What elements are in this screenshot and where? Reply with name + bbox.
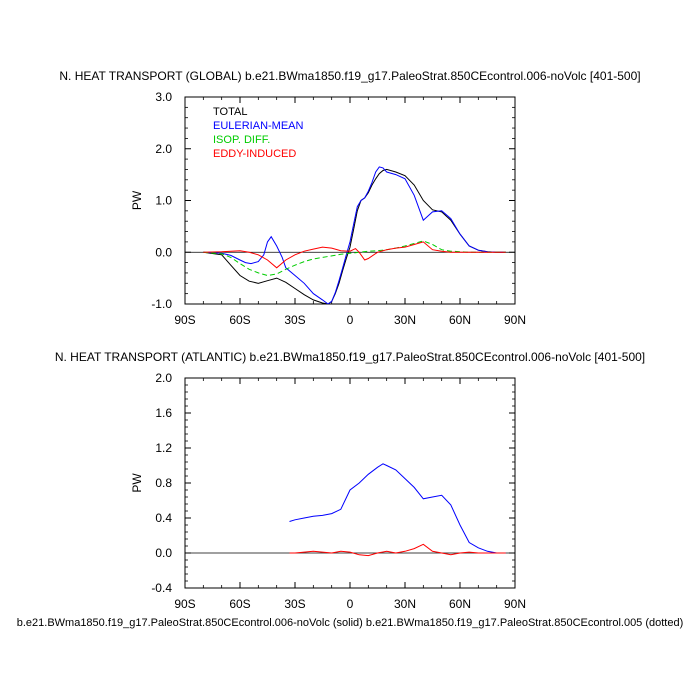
series-line-isop-diff bbox=[203, 240, 506, 277]
legend-entry: ISOP. DIFF. bbox=[213, 134, 270, 146]
y-tick-label: 1.6 bbox=[155, 406, 172, 420]
series-line-eulerian-mean bbox=[203, 166, 506, 304]
y-tick-label: 3.0 bbox=[155, 90, 172, 104]
plot-frame bbox=[184, 377, 516, 589]
x-tick-label: 90S bbox=[174, 597, 195, 611]
series-line-total bbox=[203, 168, 506, 304]
y-tick-label: 0.0 bbox=[155, 245, 172, 259]
series-line-eddy-induced bbox=[289, 543, 506, 557]
legend-entry: EDDY-INDUCED bbox=[213, 148, 296, 160]
global-heat-transport-chart: N. HEAT TRANSPORT (GLOBAL) b.e21.BWma185… bbox=[59, 69, 640, 327]
legend-entry: EULERIAN-MEAN bbox=[213, 120, 304, 132]
chart-title: N. HEAT TRANSPORT (GLOBAL) b.e21.BWma185… bbox=[59, 69, 640, 83]
x-tick-label: 30N bbox=[394, 313, 416, 327]
x-tick-label: 60S bbox=[229, 313, 250, 327]
x-tick-label: 30N bbox=[394, 597, 416, 611]
x-tick-label: 30S bbox=[284, 313, 305, 327]
y-axis-label: PW bbox=[130, 190, 144, 210]
x-tick-label: 60N bbox=[449, 313, 471, 327]
x-tick-label: 90N bbox=[504, 313, 526, 327]
series-line-eulerian-mean bbox=[289, 463, 506, 554]
x-tick-label: 90N bbox=[504, 597, 526, 611]
y-tick-label: 2.0 bbox=[155, 142, 172, 156]
x-tick-label: 60N bbox=[449, 597, 471, 611]
series-line-eddy-induced bbox=[203, 241, 506, 269]
atlantic-heat-transport-chart: N. HEAT TRANSPORT (ATLANTIC) b.e21.BWma1… bbox=[55, 350, 645, 611]
y-tick-label: -1.0 bbox=[151, 297, 172, 311]
y-tick-label: -0.4 bbox=[151, 581, 172, 595]
chart-title: N. HEAT TRANSPORT (ATLANTIC) b.e21.BWma1… bbox=[55, 350, 645, 364]
legend-entry: TOTAL bbox=[213, 106, 247, 118]
y-tick-label: 2.0 bbox=[155, 371, 172, 385]
x-tick-label: 90S bbox=[174, 313, 195, 327]
x-tick-label: 60S bbox=[229, 597, 250, 611]
y-axis-label: PW bbox=[130, 473, 144, 493]
x-tick-label: 30S bbox=[284, 597, 305, 611]
y-tick-label: 0.0 bbox=[155, 546, 172, 560]
figure-caption: b.e21.BWma1850.f19_g17.PaleoStrat.850CEc… bbox=[17, 617, 684, 629]
y-tick-label: 1.0 bbox=[155, 194, 172, 208]
x-tick-label: 0 bbox=[347, 597, 354, 611]
y-tick-label: 0.4 bbox=[155, 511, 172, 525]
x-tick-label: 0 bbox=[347, 313, 354, 327]
y-tick-label: 0.8 bbox=[155, 476, 172, 490]
y-tick-label: 1.2 bbox=[155, 441, 172, 455]
